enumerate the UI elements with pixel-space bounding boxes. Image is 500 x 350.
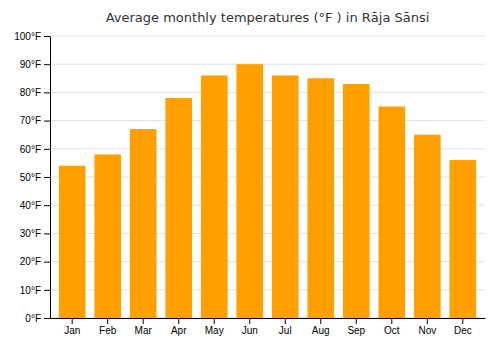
x-tick-label: May: [205, 325, 224, 336]
x-tick: Dec: [454, 318, 472, 336]
y-tick: 100°F: [14, 31, 50, 42]
chart: Jan Feb Mar Apr May Jun Jul Aug Sep Oct Nov Dec 0°F 1…: [0, 0, 500, 350]
x-tick-mark: [285, 318, 286, 324]
grid-line: [50, 92, 485, 93]
y-tick-label: 70°F: [20, 115, 41, 126]
x-tick-mark: [391, 318, 392, 324]
bar: [165, 98, 192, 318]
bar: [378, 107, 405, 319]
x-tick: Jul: [279, 318, 292, 336]
x-tick-label: Apr: [171, 325, 187, 336]
x-tick-label: Nov: [418, 325, 436, 336]
x-tick-mark: [320, 318, 321, 324]
x-tick-label: Mar: [135, 325, 153, 336]
x-tick: Jan: [64, 318, 80, 336]
y-tick-mark: [44, 290, 50, 291]
x-tick-mark: [107, 318, 108, 324]
x-tick: Aug: [312, 318, 330, 336]
y-tick: 60°F: [20, 144, 50, 155]
y-tick: 90°F: [20, 59, 50, 70]
x-axis: Jan Feb Mar Apr May Jun Jul Aug Sep Oct Nov Dec: [51, 318, 486, 336]
x-tick-mark: [72, 318, 73, 324]
x-axis-line: [51, 318, 486, 319]
x-tick-label: Jan: [64, 325, 80, 336]
x-tick-label: Feb: [99, 325, 117, 336]
y-tick-label: 20°F: [20, 256, 41, 267]
y-tick-label: 10°F: [20, 285, 41, 296]
y-tick-label: 60°F: [20, 144, 41, 155]
y-tick-label: 90°F: [20, 59, 41, 70]
bar: [236, 64, 263, 318]
y-tick: 50°F: [20, 172, 50, 183]
x-tick: Apr: [171, 318, 187, 336]
y-tick: 20°F: [20, 256, 50, 267]
bar: [94, 154, 121, 318]
grid-line: [50, 64, 485, 65]
y-tick-mark: [44, 36, 50, 37]
x-tick-mark: [427, 318, 428, 324]
y-axis: 0°F 10°F 20°F 30°F 40°F 50°F 60°F 70°F 80°F 90°F 1…: [14, 31, 50, 324]
y-tick-label: 40°F: [20, 200, 41, 211]
x-tick-mark: [178, 318, 179, 324]
y-tick-mark: [44, 233, 50, 234]
title: Average monthly temperatures (°F ) in Rā…: [106, 10, 430, 25]
x-tick-label: Sep: [347, 325, 365, 336]
x-tick: Sep: [347, 318, 365, 336]
y-tick-mark: [44, 262, 50, 263]
x-tick-mark: [462, 318, 463, 324]
y-tick-mark: [44, 64, 50, 65]
x-tick-label: Aug: [312, 325, 330, 336]
bar: [130, 129, 157, 318]
y-tick: 80°F: [20, 87, 50, 98]
bar: [414, 135, 441, 318]
grid: [50, 36, 485, 318]
bar: [201, 75, 228, 318]
y-tick: 70°F: [20, 115, 50, 126]
bar: [59, 166, 86, 318]
y-axis-line: [50, 37, 51, 319]
y-tick: 10°F: [20, 285, 50, 296]
x-tick-mark: [356, 318, 357, 324]
y-tick: 40°F: [20, 200, 50, 211]
y-tick-mark: [44, 92, 50, 93]
bar: [449, 160, 476, 318]
y-tick-mark: [44, 121, 50, 122]
bar: [272, 75, 299, 318]
y-tick-mark: [44, 318, 50, 319]
y-tick-label: 50°F: [20, 172, 41, 183]
bar: [307, 78, 334, 318]
x-tick-mark: [249, 318, 250, 324]
x-tick: Feb: [99, 318, 117, 336]
x-tick: Oct: [384, 318, 400, 336]
x-tick: Jun: [242, 318, 258, 336]
y-tick-mark: [44, 205, 50, 206]
y-tick-label: 80°F: [20, 87, 41, 98]
x-tick-label: Jun: [242, 325, 258, 336]
y-tick-mark: [44, 149, 50, 150]
y-tick-mark: [44, 177, 50, 178]
grid-line: [50, 36, 485, 37]
x-tick: Mar: [135, 318, 153, 336]
bars: [59, 64, 476, 318]
bar: [343, 84, 370, 318]
grid-line: [50, 120, 485, 121]
x-tick-label: Oct: [384, 325, 400, 336]
x-tick-mark: [214, 318, 215, 324]
x-tick-mark: [143, 318, 144, 324]
x-tick-label: Jul: [279, 325, 292, 336]
x-tick: May: [205, 318, 224, 336]
y-tick-label: 100°F: [14, 31, 41, 42]
y-tick: 30°F: [20, 228, 50, 239]
y-tick: 0°F: [25, 313, 50, 324]
plot: Jan Feb Mar Apr May Jun Jul Aug Sep Oct Nov Dec 0°F 1…: [14, 31, 485, 336]
y-tick-label: 0°F: [25, 313, 41, 324]
x-tick-label: Dec: [454, 325, 472, 336]
y-tick-label: 30°F: [20, 228, 41, 239]
x-tick: Nov: [418, 318, 436, 336]
